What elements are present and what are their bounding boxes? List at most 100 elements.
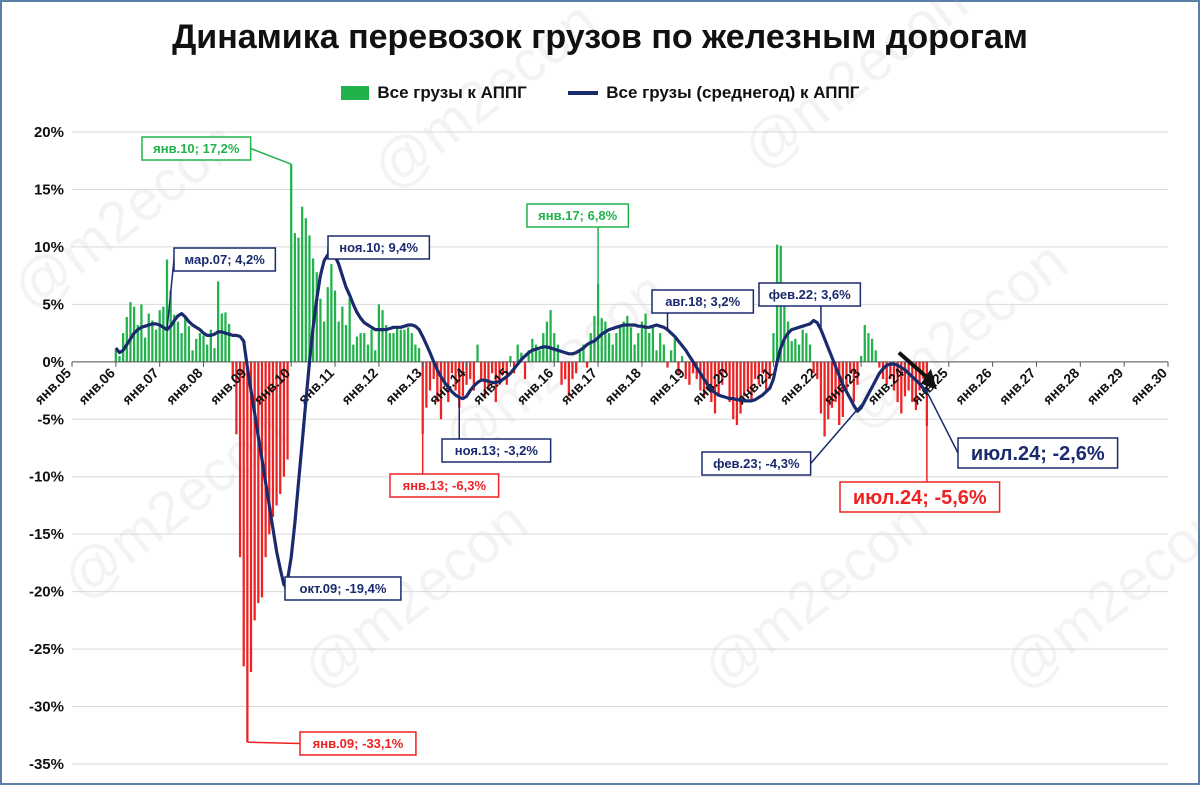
bar — [914, 361, 918, 411]
bar — [648, 333, 651, 362]
bar — [527, 350, 530, 362]
y-tick-label: -35% — [29, 756, 64, 773]
bar — [571, 361, 574, 380]
bar — [125, 317, 128, 362]
bar — [315, 272, 318, 362]
bar — [691, 361, 695, 374]
x-tick-label: янв.16 — [513, 364, 556, 407]
y-tick-label: -15% — [29, 526, 64, 543]
bar — [863, 325, 866, 362]
annotation-leader — [166, 259, 175, 330]
bar — [823, 361, 826, 437]
y-tick-label: 0% — [42, 354, 64, 371]
legend-bar-swatch — [340, 86, 369, 101]
bar — [206, 344, 209, 362]
bar — [297, 237, 300, 362]
bar — [516, 344, 519, 362]
y-tick-label: 10% — [34, 239, 64, 256]
bar — [644, 313, 647, 362]
x-tick-label: янв.08 — [163, 364, 206, 407]
bar — [491, 361, 494, 374]
bar — [801, 329, 804, 362]
annotation-label: июл.24; -5,6% — [853, 487, 987, 509]
bar — [688, 361, 691, 385]
bar — [534, 344, 538, 362]
bar — [732, 361, 735, 420]
bar — [589, 333, 592, 362]
annotation-box — [957, 437, 1119, 469]
bar — [629, 327, 633, 362]
bar — [903, 361, 907, 397]
legend-line-swatch — [567, 91, 598, 96]
bar — [377, 304, 381, 362]
bar — [585, 361, 589, 368]
bar — [754, 361, 757, 380]
y-tick-label: -5% — [37, 411, 64, 428]
bar — [765, 361, 768, 391]
bar — [428, 361, 432, 391]
bar — [158, 310, 161, 362]
bar — [355, 336, 359, 362]
bar — [359, 333, 362, 362]
bar — [275, 361, 278, 506]
bar — [326, 287, 329, 362]
bar — [417, 348, 421, 362]
bar — [560, 361, 563, 385]
bar — [282, 361, 286, 477]
trend-arrowhead — [920, 368, 937, 390]
bar — [202, 335, 205, 362]
bar — [162, 306, 165, 362]
y-tick-label: -25% — [29, 641, 64, 658]
bar — [147, 313, 150, 362]
bar — [790, 341, 793, 362]
bar — [465, 361, 468, 385]
bar — [191, 350, 194, 362]
bar — [750, 361, 753, 403]
annotation-label: янв.10; 17,2% — [153, 141, 240, 156]
bar — [925, 361, 929, 427]
bar — [845, 361, 848, 391]
bar — [487, 361, 490, 391]
x-tick-label: янв.07 — [119, 364, 162, 407]
bar — [385, 325, 388, 362]
annotation-box — [299, 731, 417, 756]
y-tick-label: -30% — [29, 699, 64, 716]
bar — [812, 361, 815, 374]
bar — [118, 356, 121, 362]
bar — [260, 361, 264, 598]
bar — [293, 233, 296, 362]
bar — [403, 329, 406, 362]
bar — [363, 333, 366, 362]
bar — [852, 361, 855, 403]
bar — [184, 317, 187, 362]
bar — [907, 361, 910, 391]
annotation-label: янв.17; 6,8% — [538, 208, 618, 223]
bar — [859, 356, 863, 362]
bar — [319, 298, 322, 362]
bar — [874, 350, 877, 362]
bar — [834, 361, 837, 403]
bar — [173, 314, 176, 362]
annotation-box — [839, 481, 1001, 513]
bar — [381, 310, 384, 362]
bar — [721, 361, 724, 385]
bar — [257, 361, 260, 604]
bar — [425, 361, 428, 408]
bar — [235, 361, 238, 435]
annotation-box — [141, 136, 252, 161]
bar — [849, 361, 852, 374]
bar — [827, 361, 830, 420]
x-tick-label: янв.12 — [338, 364, 381, 407]
bar — [666, 361, 669, 368]
bar — [856, 361, 859, 385]
bar — [279, 361, 282, 494]
annotation-leader — [810, 400, 866, 464]
annotation-label: фев.23; -4,3% — [713, 456, 800, 471]
bar — [922, 361, 925, 380]
bar — [593, 315, 596, 362]
bar — [713, 361, 717, 414]
x-tick-label: янв.06 — [75, 364, 118, 407]
bar — [450, 361, 454, 374]
x-tick-label: янв.28 — [1040, 364, 1083, 407]
bar — [680, 356, 684, 362]
